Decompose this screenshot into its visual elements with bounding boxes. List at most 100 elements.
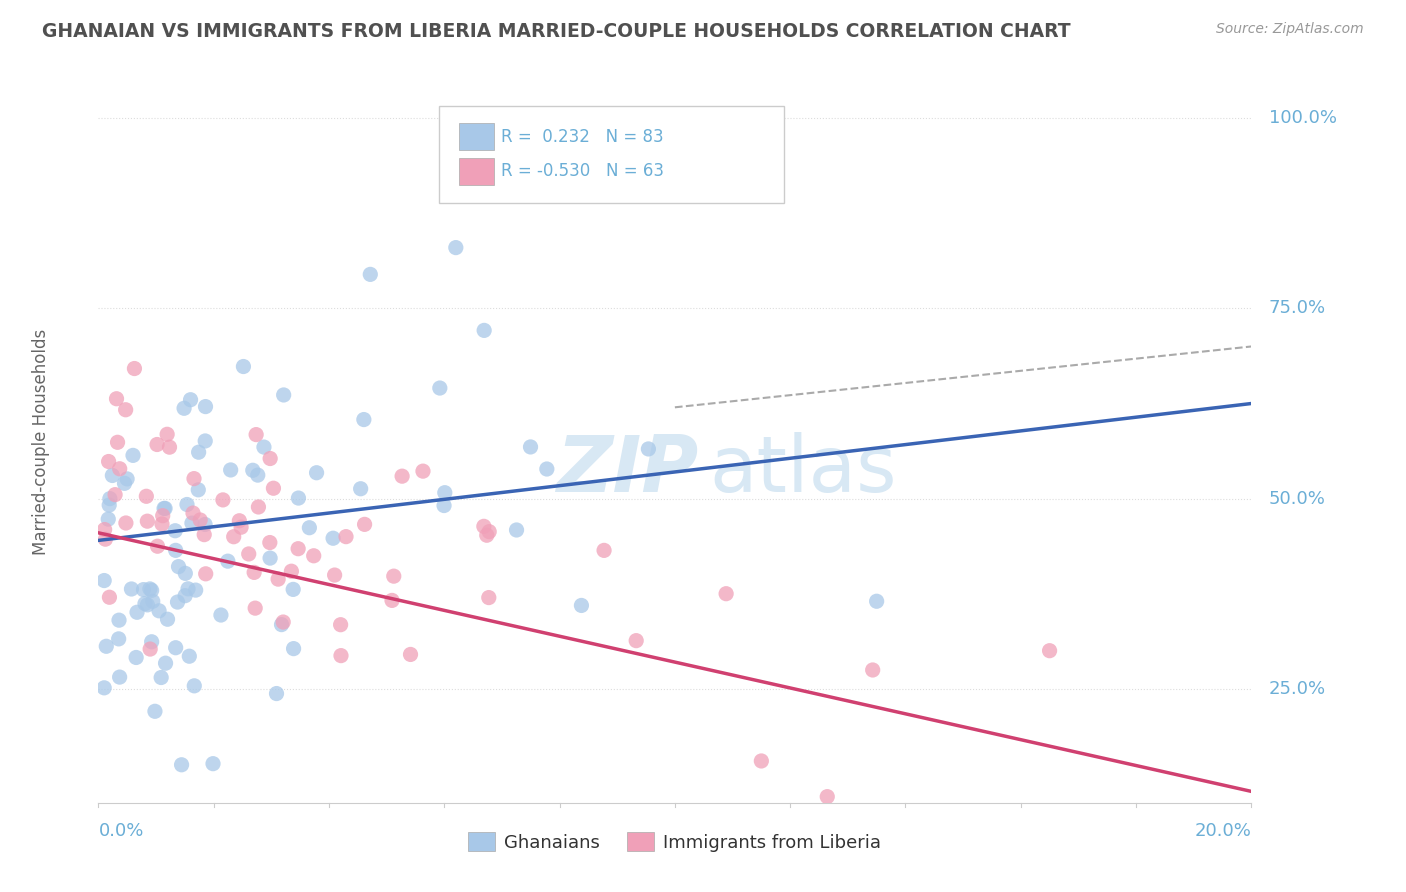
Text: 25.0%: 25.0%: [1268, 680, 1326, 698]
FancyBboxPatch shape: [460, 158, 494, 185]
Point: [283, 582, 305, 597]
Point: [139, 642, 162, 657]
Point: [124, 361, 146, 376]
Point: [862, 663, 884, 677]
Point: [359, 268, 381, 282]
Point: [353, 517, 375, 532]
Point: [259, 551, 281, 566]
Point: [253, 440, 276, 454]
Point: [98, 491, 121, 506]
Point: [93, 523, 115, 537]
Point: [866, 594, 889, 608]
Point: [94, 532, 117, 546]
Point: [478, 524, 501, 539]
Point: [259, 451, 281, 466]
Point: [105, 392, 128, 406]
Point: [146, 437, 169, 451]
Point: [536, 462, 558, 476]
Point: [115, 516, 138, 530]
Point: [170, 757, 193, 772]
Point: [433, 499, 456, 513]
Point: [184, 583, 207, 598]
Point: [183, 679, 205, 693]
Point: [97, 454, 120, 468]
Point: [98, 498, 121, 512]
Point: [229, 520, 252, 534]
Point: [159, 440, 181, 454]
Point: [353, 412, 375, 426]
Point: [382, 569, 405, 583]
Point: [188, 513, 211, 527]
Point: [194, 400, 217, 414]
Text: 50.0%: 50.0%: [1268, 490, 1326, 508]
Point: [166, 595, 188, 609]
Point: [815, 789, 838, 804]
Point: [194, 566, 217, 581]
Point: [217, 554, 239, 568]
Point: [125, 605, 148, 619]
Point: [243, 601, 266, 615]
Point: [242, 463, 264, 477]
Text: 100.0%: 100.0%: [1268, 110, 1337, 128]
Point: [174, 589, 197, 603]
Point: [108, 670, 131, 684]
Point: [165, 524, 187, 538]
Point: [280, 564, 302, 578]
Point: [238, 547, 260, 561]
Point: [183, 472, 205, 486]
Text: 20.0%: 20.0%: [1195, 822, 1251, 839]
Point: [122, 449, 145, 463]
Point: [270, 617, 292, 632]
Point: [165, 640, 187, 655]
Point: [381, 593, 404, 607]
Point: [219, 463, 242, 477]
Point: [247, 500, 270, 514]
Point: [472, 519, 495, 533]
Point: [505, 523, 527, 537]
Point: [305, 466, 328, 480]
Point: [194, 434, 217, 448]
Text: Married-couple Households: Married-couple Households: [32, 328, 49, 555]
Point: [246, 468, 269, 483]
Point: [323, 568, 346, 582]
Point: [108, 462, 131, 476]
Point: [267, 572, 290, 586]
Point: [148, 604, 170, 618]
Point: [141, 634, 163, 648]
Point: [181, 516, 204, 530]
Point: [96, 640, 118, 654]
Point: [153, 501, 176, 516]
Legend: Ghanaians, Immigrants from Liberia: Ghanaians, Immigrants from Liberia: [461, 825, 889, 859]
Point: [287, 491, 309, 505]
Point: [165, 543, 187, 558]
Point: [302, 549, 325, 563]
Point: [259, 535, 281, 549]
Point: [107, 435, 129, 450]
Point: [624, 633, 647, 648]
Point: [132, 582, 155, 597]
Point: [329, 617, 352, 632]
Text: atlas: atlas: [710, 433, 897, 508]
Point: [519, 440, 541, 454]
Point: [107, 632, 129, 646]
Point: [101, 468, 124, 483]
Text: R = -0.530   N = 63: R = -0.530 N = 63: [501, 162, 664, 180]
Text: R =  0.232   N = 83: R = 0.232 N = 83: [501, 128, 664, 145]
Point: [330, 648, 353, 663]
Point: [1039, 643, 1062, 657]
Point: [93, 574, 115, 588]
Point: [155, 656, 177, 670]
Point: [637, 442, 659, 456]
Point: [115, 472, 138, 486]
Point: [193, 527, 215, 541]
Point: [153, 501, 176, 516]
Point: [152, 508, 174, 523]
Point: [180, 392, 202, 407]
Point: [593, 543, 616, 558]
Point: [143, 704, 166, 718]
Point: [156, 612, 179, 626]
Point: [475, 528, 498, 542]
Point: [150, 516, 173, 531]
Point: [245, 427, 267, 442]
Point: [167, 559, 190, 574]
